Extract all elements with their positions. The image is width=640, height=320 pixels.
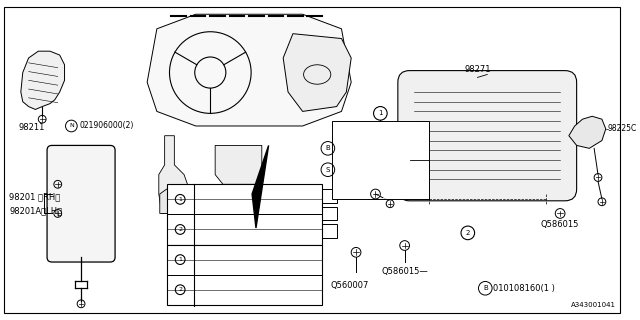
Polygon shape (252, 145, 269, 228)
Text: 98201A〈LH〉: 98201A〈LH〉 (9, 206, 62, 215)
Text: Q586015—: Q586015— (381, 267, 428, 276)
Text: 98225D*B 〈RH〉: 98225D*B 〈RH〉 (196, 219, 253, 225)
Polygon shape (223, 184, 256, 213)
Polygon shape (21, 51, 65, 109)
Text: 1: 1 (378, 110, 383, 116)
Text: A343001041: A343001041 (570, 302, 616, 308)
Text: 010108160(1 ): 010108160(1 ) (493, 284, 555, 293)
Text: RHD: RHD (170, 270, 190, 279)
Text: 98225E*A 〈RH〉: 98225E*A 〈RH〉 (196, 204, 252, 210)
Text: 021906000(2): 021906000(2) (79, 122, 134, 131)
Text: B: B (326, 145, 330, 151)
Text: 045305120(2 ): 045305120(2 ) (335, 165, 397, 174)
Polygon shape (147, 14, 351, 126)
Text: S: S (326, 167, 330, 173)
Text: 98225E*A 〈LH〉: 98225E*A 〈LH〉 (196, 264, 252, 270)
Bar (332, 121, 429, 199)
Text: 98225E*B 〈LH〉: 98225E*B 〈LH〉 (196, 234, 252, 240)
Polygon shape (160, 189, 192, 213)
Text: 98225C: 98225C (608, 124, 637, 133)
Bar (288, 189, 337, 203)
Text: N: N (69, 124, 74, 129)
Polygon shape (215, 145, 262, 213)
Polygon shape (159, 136, 191, 213)
Text: 98225D*A 〈LH〉: 98225D*A 〈LH〉 (196, 188, 252, 195)
Text: 98201 〈RH〉: 98201 〈RH〉 (9, 192, 60, 201)
Text: 98211: 98211 (19, 123, 45, 132)
Bar (288, 207, 337, 220)
Text: 98225D*B 〈LH〉: 98225D*B 〈LH〉 (196, 279, 252, 285)
Text: B: B (483, 285, 488, 291)
Text: 2: 2 (178, 227, 182, 232)
Text: 98271: 98271 (464, 66, 491, 75)
Text: 1: 1 (179, 197, 182, 202)
Text: Q586015: Q586015 (541, 220, 579, 229)
Bar (166, 244, 322, 305)
FancyBboxPatch shape (47, 145, 115, 262)
Polygon shape (283, 34, 351, 111)
Text: 98281—: 98281— (214, 207, 249, 216)
Text: 1: 1 (179, 257, 182, 262)
Bar (288, 224, 337, 238)
Polygon shape (569, 116, 606, 148)
FancyBboxPatch shape (398, 71, 577, 201)
Text: 2: 2 (466, 230, 470, 236)
Text: 98225E*B 〈RH〉: 98225E*B 〈RH〉 (196, 294, 252, 300)
Text: 98225D*A 〈RH〉: 98225D*A 〈RH〉 (196, 249, 253, 255)
Text: 2: 2 (178, 287, 182, 292)
Bar (166, 184, 322, 244)
Text: Q560007: Q560007 (330, 282, 369, 291)
Text: LHD: LHD (171, 210, 189, 219)
Text: 010006120(1 ): 010006120(1 ) (335, 144, 397, 153)
